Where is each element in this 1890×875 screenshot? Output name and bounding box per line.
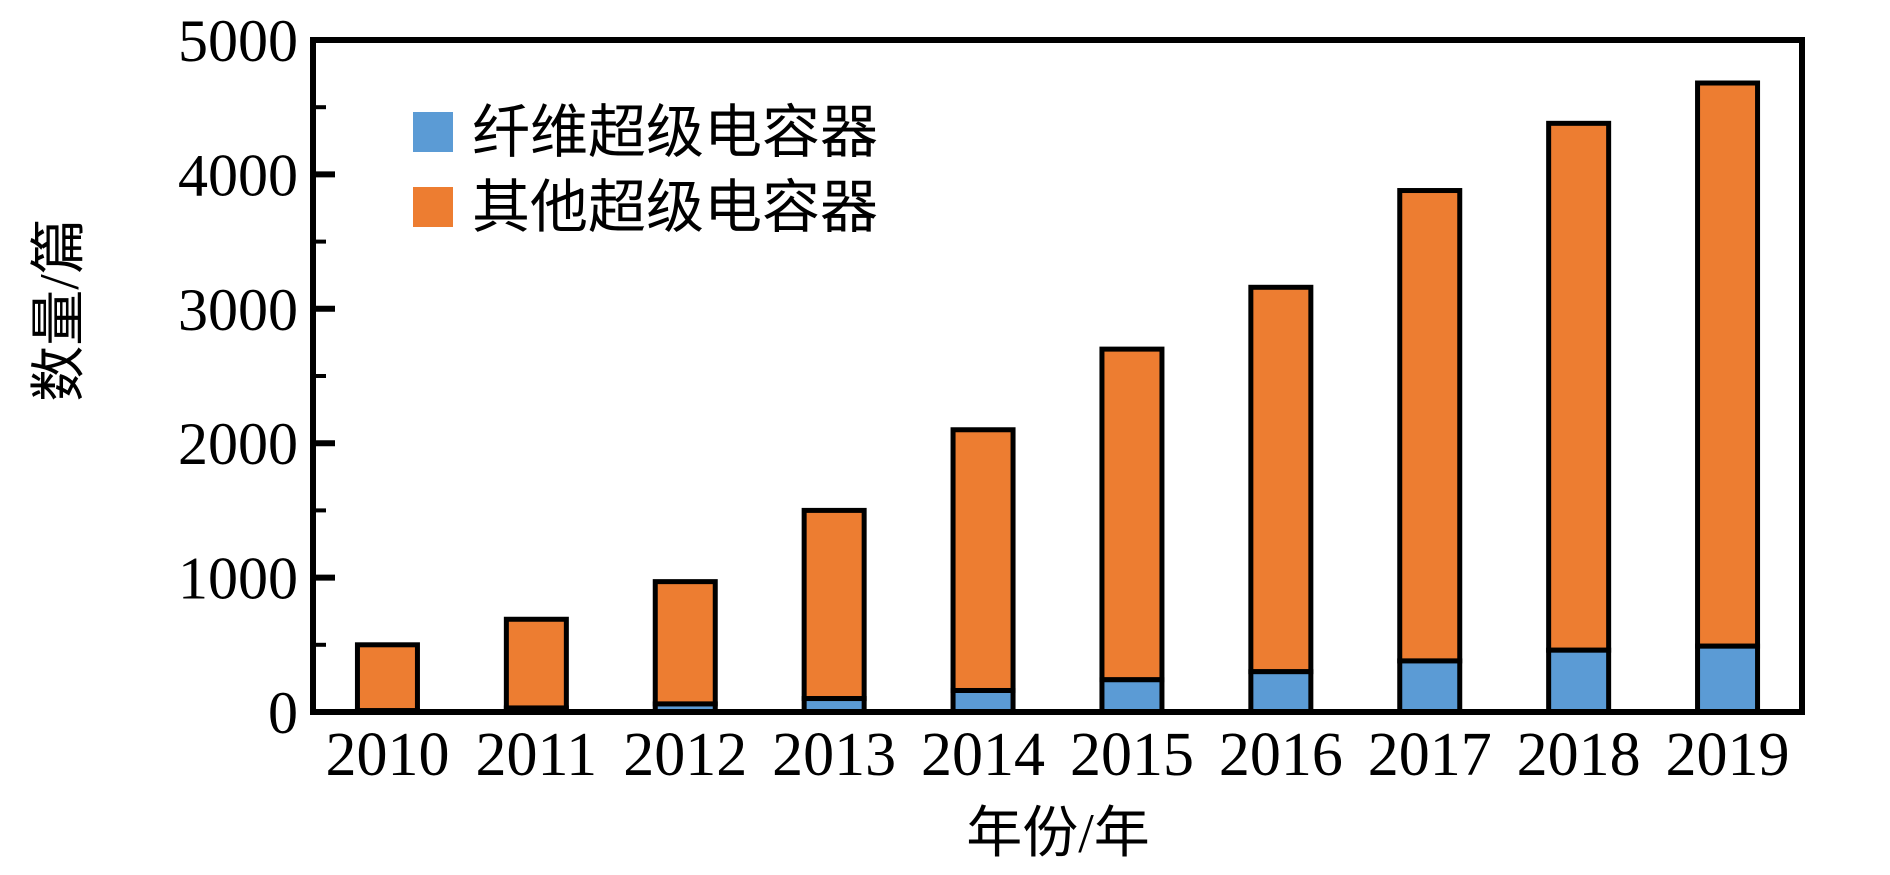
- legend-label-fiber-supercapacitor: 纤维超级电容器: [472, 100, 878, 165]
- bar-2014-fiber-segment: [950, 687, 1016, 715]
- bar-2019-other-segment: [1695, 80, 1761, 649]
- bar-2017-other-segment: [1397, 188, 1463, 664]
- x-tick-label-2014: 2014: [921, 721, 1045, 789]
- bar-2010-other-segment: [354, 642, 420, 714]
- y-tick-label-0: 0: [268, 680, 298, 746]
- bar-2018-fiber-segment: [1546, 647, 1612, 715]
- bar-2016-fiber-segment: [1248, 669, 1314, 715]
- bar-2017-fiber-segment: [1397, 658, 1463, 715]
- legend-swatch-fiber-supercapacitor: [413, 112, 453, 152]
- y-tick-label-1000: 1000: [178, 546, 298, 612]
- tick-labels-group: 2010 2011 2012 2013 2014 2015 2016 2017 2018 2019…: [178, 8, 1790, 789]
- bar-2011-other-segment: [503, 616, 569, 711]
- bars-group: [354, 80, 1761, 715]
- bar-2016-other-segment: [1248, 284, 1314, 675]
- ticks-group: [313, 37, 335, 715]
- y-axis-title: 数量/篇: [29, 218, 91, 402]
- y-tick-label-4000: 4000: [178, 142, 298, 208]
- x-tick-label-2018: 2018: [1517, 721, 1641, 789]
- legend-swatch-other-supercapacitor: [413, 187, 453, 227]
- y-tick-label-3000: 3000: [178, 277, 298, 343]
- x-tick-label-2010: 2010: [325, 721, 449, 789]
- bar-2015-other-segment: [1099, 346, 1165, 683]
- plot-frame: [310, 37, 1805, 715]
- x-tick-label-2011: 2011: [475, 721, 597, 789]
- x-tick-label-2012: 2012: [623, 721, 747, 789]
- legend: 纤维超级电容器 其他超级电容器: [413, 100, 878, 240]
- x-axis-title: 年份/年: [966, 803, 1150, 865]
- bar-2018-other-segment: [1546, 120, 1612, 653]
- y-tick-label-5000: 5000: [178, 8, 298, 74]
- bar-2013-other-segment: [801, 507, 867, 702]
- x-tick-label-2015: 2015: [1070, 721, 1194, 789]
- bar-2019-fiber-segment: [1695, 643, 1761, 715]
- x-tick-label-2019: 2019: [1666, 721, 1790, 789]
- x-tick-label-2017: 2017: [1368, 721, 1492, 789]
- legend-label-other-supercapacitor: 其他超级电容器: [472, 175, 878, 240]
- x-tick-label-2013: 2013: [772, 721, 896, 789]
- bar-2012-other-segment: [652, 579, 718, 707]
- y-tick-label-2000: 2000: [178, 411, 298, 477]
- bar-2014-other-segment: [950, 427, 1016, 693]
- bar-2015-fiber-segment: [1099, 677, 1165, 715]
- x-tick-label-2016: 2016: [1219, 721, 1343, 789]
